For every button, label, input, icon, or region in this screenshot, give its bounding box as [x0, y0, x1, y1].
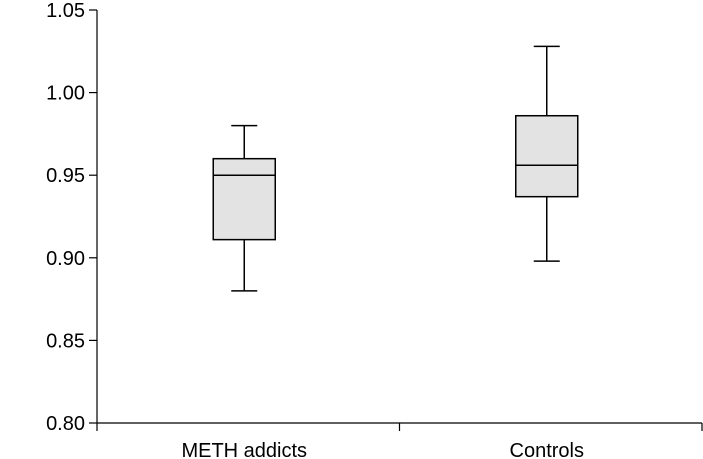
- y-tick-label: 0.80: [46, 413, 85, 435]
- box-series: [212, 45, 579, 292]
- y-tick-label: 0.90: [46, 248, 85, 270]
- x-category-label: Controls: [510, 440, 584, 459]
- y-tick-label: 0.85: [46, 330, 85, 352]
- y-axis: 0.80 0.85 0.90 0.95 1.00 1.05: [46, 0, 98, 435]
- x-category-label: METH addicts: [181, 440, 307, 459]
- iqr-box: [212, 157, 276, 241]
- box-controls: [515, 45, 579, 262]
- box-meth-addicts: [212, 124, 276, 292]
- x-axis: METH addicts Controls: [96, 422, 703, 459]
- y-tick-label: 1.00: [46, 83, 85, 105]
- iqr-box: [515, 114, 579, 198]
- y-tick-label: 0.95: [46, 165, 85, 187]
- y-tick-label: 1.05: [46, 0, 85, 22]
